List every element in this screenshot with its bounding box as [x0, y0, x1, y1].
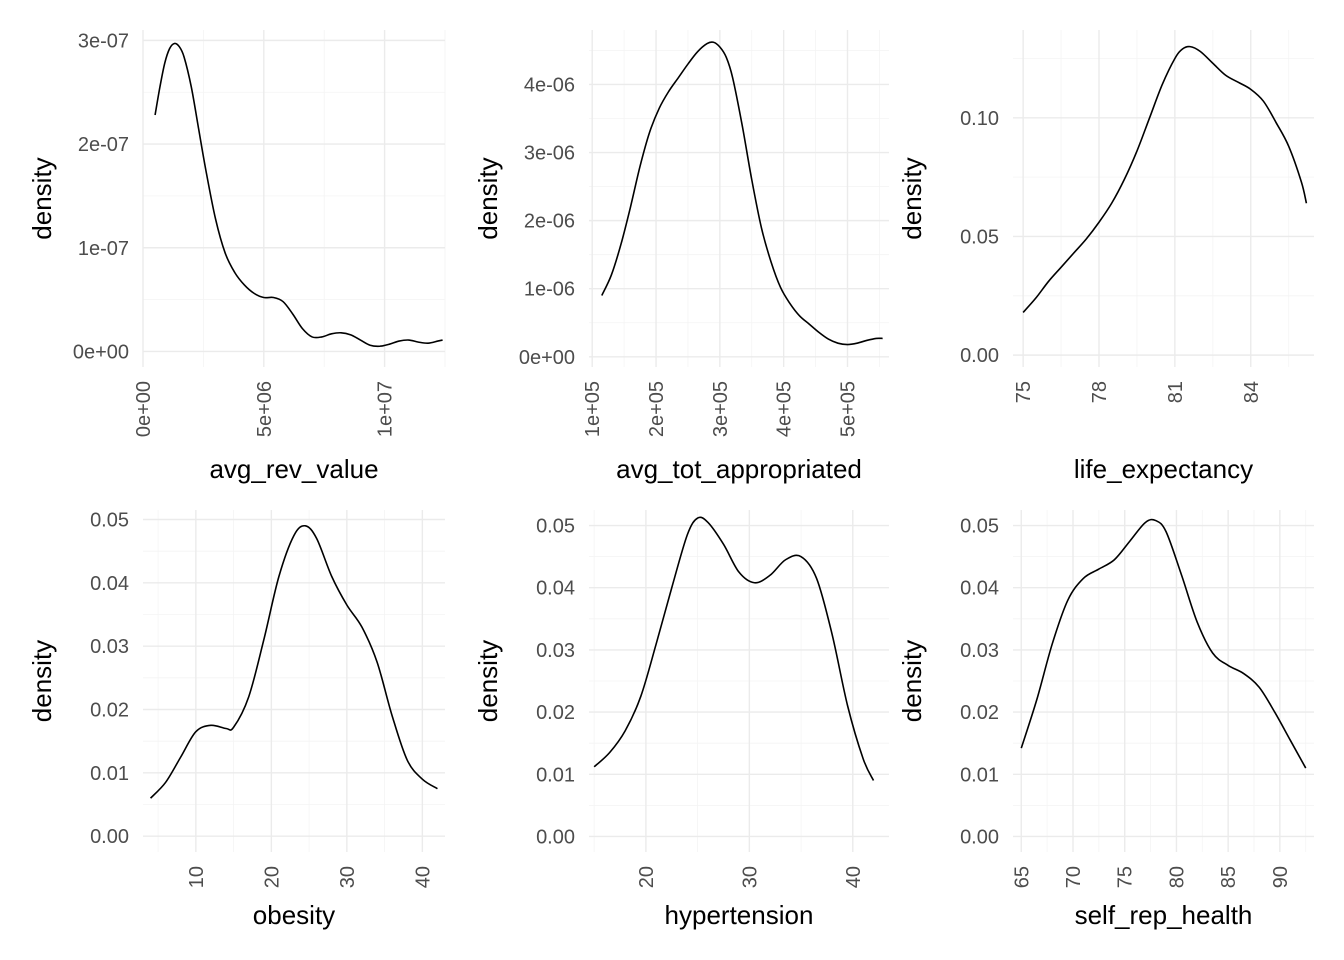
- y-axis-title: density: [473, 640, 503, 722]
- y-tick-label: 0.03: [960, 640, 999, 662]
- y-tick-label: 0.05: [960, 226, 999, 248]
- density-panel-avg_tot_appropriated: 0e+00 1e-06 2e-06 3e-06 4e-06 1e+05 2e+05 3e+05…: [473, 30, 889, 484]
- density-curve-obesity: [149, 524, 438, 799]
- x-axis-title: self_rep_health: [1075, 900, 1253, 930]
- x-tick-label: 40: [412, 866, 434, 888]
- density-panel-life_expectancy: 0.00 0.05 0.10 75 78 81 84 life_expectancy densi…: [897, 30, 1314, 484]
- y-tick-label: 0.04: [960, 578, 999, 600]
- y-tick-label: 1e-06: [524, 279, 575, 301]
- x-tick-label: 3e+05: [710, 381, 732, 437]
- density-panel-obesity: 0.00 0.01 0.02 0.03 0.04 0.05 10 20 30 40 obesity d…: [27, 510, 445, 930]
- density-curve-hypertension: [593, 516, 875, 781]
- density-curve-self_rep_health: [1020, 518, 1307, 769]
- x-tick-label: 84: [1241, 381, 1263, 403]
- y-tick-label: 0.00: [90, 826, 129, 848]
- x-tick-label: 81: [1165, 381, 1187, 403]
- x-tick-label: 1e+05: [582, 381, 604, 437]
- x-axis-title: hypertension: [665, 900, 814, 930]
- y-tick-label: 0.00: [960, 345, 999, 367]
- x-tick-label: 70: [1063, 866, 1085, 888]
- y-tick-label: 0.01: [536, 764, 575, 786]
- y-tick-label: 0.02: [536, 702, 575, 724]
- density-curve-life_expectancy: [1022, 45, 1308, 313]
- y-tick-label: 0.03: [90, 636, 129, 658]
- x-axis-title: obesity: [253, 900, 335, 930]
- y-tick-label: 0.04: [536, 578, 575, 600]
- x-tick-label: 65: [1011, 866, 1033, 888]
- y-tick-label: 0.05: [90, 510, 129, 532]
- y-tick-label: 3e-07: [78, 30, 129, 52]
- density-panel-hypertension: 0.00 0.01 0.02 0.03 0.04 0.05 20 30 40 hypertensi…: [473, 510, 889, 930]
- y-axis-title: density: [473, 157, 503, 239]
- y-tick-label: 0e+00: [519, 347, 575, 369]
- y-axis-title: density: [897, 640, 927, 722]
- y-tick-label: 0.10: [960, 108, 999, 130]
- density-curve-avg_tot_appropriated: [601, 41, 883, 346]
- y-tick-label: 0.00: [960, 826, 999, 848]
- x-tick-label: 80: [1166, 866, 1188, 888]
- x-tick-label: 20: [261, 866, 283, 888]
- x-tick-label: 75: [1013, 381, 1035, 403]
- x-tick-label: 30: [739, 866, 761, 888]
- y-tick-label: 0.05: [536, 516, 575, 538]
- y-tick-label: 0.02: [960, 702, 999, 724]
- x-axis-title: life_expectancy: [1074, 454, 1253, 484]
- y-tick-label: 0.04: [90, 573, 129, 595]
- y-tick-label: 0.05: [960, 516, 999, 538]
- density-panel-avg_rev_value: 0e+00 1e-07 2e-07 3e-07 0e+00 5e+06 1e+07 avg_r…: [27, 30, 446, 484]
- density-curve-avg_rev_value: [154, 42, 443, 348]
- y-axis-title: density: [897, 157, 927, 239]
- x-axis-title: avg_rev_value: [209, 454, 378, 484]
- y-tick-label: 3e-06: [524, 143, 575, 165]
- y-tick-label: 4e-06: [524, 74, 575, 96]
- x-tick-label: 90: [1270, 866, 1292, 888]
- density-panel-self_rep_health: 0.00 0.01 0.02 0.03 0.04 0.05 65 70 75 80 85 90 self…: [897, 510, 1314, 930]
- x-tick-label: 1e+07: [375, 381, 397, 437]
- x-tick-label: 0e+00: [133, 381, 155, 437]
- y-axis-title: density: [27, 640, 57, 722]
- x-tick-label: 30: [337, 866, 359, 888]
- x-tick-label: 85: [1218, 866, 1240, 888]
- y-tick-label: 0e+00: [73, 341, 129, 363]
- x-tick-label: 10: [186, 866, 208, 888]
- y-axis-title: density: [27, 157, 57, 239]
- y-tick-label: 0.01: [960, 764, 999, 786]
- x-tick-label: 5e+06: [254, 381, 276, 437]
- x-tick-label: 75: [1115, 866, 1137, 888]
- x-tick-label: 78: [1089, 381, 1111, 403]
- y-tick-label: 0.00: [536, 826, 575, 848]
- y-tick-label: 0.02: [90, 700, 129, 722]
- y-tick-label: 0.01: [90, 763, 129, 785]
- x-tick-label: 2e+05: [646, 381, 668, 437]
- y-tick-label: 1e-07: [78, 238, 129, 260]
- x-tick-label: 20: [636, 866, 658, 888]
- x-tick-label: 40: [843, 866, 865, 888]
- x-tick-label: 4e+05: [774, 381, 796, 437]
- x-axis-title: avg_tot_appropriated: [616, 454, 862, 484]
- x-tick-label: 5e+05: [838, 381, 860, 437]
- y-tick-label: 2e-06: [524, 211, 575, 233]
- y-tick-label: 0.03: [536, 640, 575, 662]
- y-tick-label: 2e-07: [78, 134, 129, 156]
